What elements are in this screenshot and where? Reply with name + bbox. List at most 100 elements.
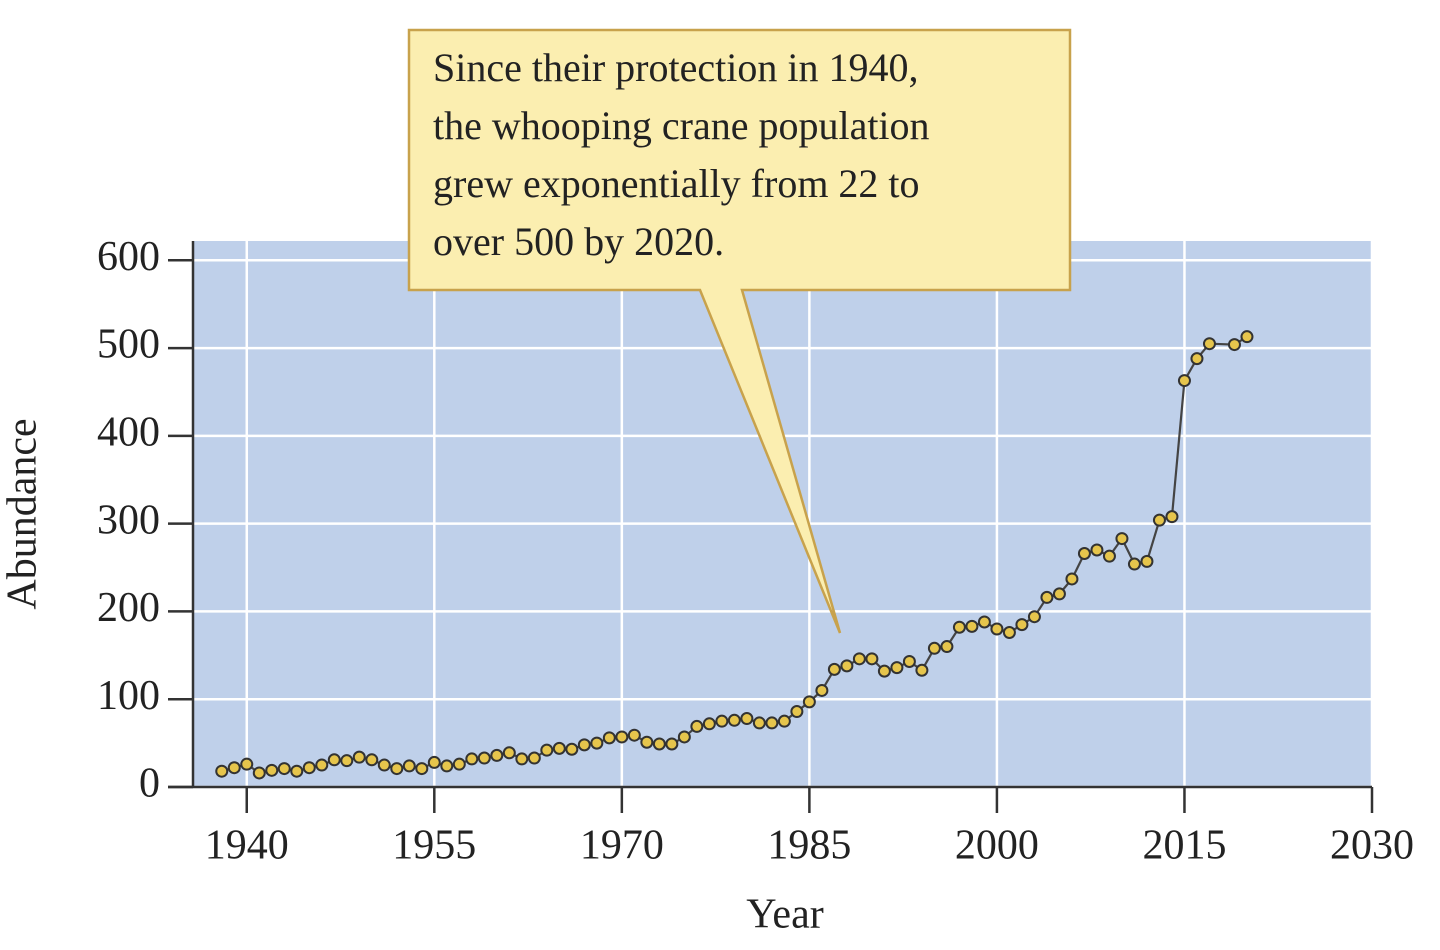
- x-tick-label: 1940: [205, 823, 289, 869]
- data-point: [415, 762, 429, 776]
- data-point: [765, 716, 779, 730]
- data-point: [790, 705, 804, 719]
- data-point: [452, 757, 466, 771]
- data-point: [890, 661, 904, 675]
- data-point: [1077, 547, 1091, 561]
- data-point: [815, 683, 829, 697]
- data-point: [365, 753, 379, 767]
- data-point: [352, 750, 366, 764]
- data-point: [927, 641, 941, 655]
- data-point: [540, 743, 554, 757]
- data-point: [977, 615, 991, 629]
- data-point: [377, 758, 391, 772]
- data-point: [652, 737, 666, 751]
- annotation-line: the whooping crane population: [433, 103, 930, 148]
- annotation-line: grew exponentially from 22 to: [433, 161, 920, 206]
- x-tick-label: 1985: [767, 823, 851, 869]
- data-point: [265, 763, 279, 777]
- annotation-line: over 500 by 2020.: [433, 219, 724, 264]
- data-point: [1177, 374, 1191, 388]
- data-point: [677, 730, 691, 744]
- data-point: [240, 757, 254, 771]
- data-point: [1090, 543, 1104, 557]
- data-point: [427, 755, 441, 769]
- data-point: [302, 761, 316, 775]
- data-point: [502, 746, 516, 760]
- y-tick-label: 0: [139, 761, 160, 807]
- data-point: [952, 620, 966, 634]
- data-point: [227, 761, 241, 775]
- plot-area: [193, 241, 1372, 787]
- data-point: [327, 753, 341, 767]
- y-tick-label: 200: [97, 585, 160, 631]
- data-point: [1102, 549, 1116, 563]
- annotation-line: Since their protection in 1940,: [433, 45, 918, 90]
- data-point: [1052, 587, 1066, 601]
- data-point: [1190, 352, 1204, 366]
- data-point: [665, 737, 679, 751]
- data-point: [590, 736, 604, 750]
- x-tick-label: 2015: [1142, 823, 1226, 869]
- data-point: [627, 728, 641, 742]
- data-point: [640, 735, 654, 749]
- x-tick-label: 1955: [392, 823, 476, 869]
- data-point: [1227, 338, 1241, 352]
- y-tick-label: 400: [97, 410, 160, 456]
- data-point: [1040, 590, 1054, 604]
- data-point: [1027, 610, 1041, 624]
- data-point: [840, 659, 854, 673]
- data-point: [802, 695, 816, 709]
- data-point: [315, 758, 329, 772]
- y-axis-label: Abundance: [0, 418, 46, 609]
- data-point: [1127, 557, 1141, 571]
- data-point: [577, 738, 591, 752]
- y-tick-label: 500: [97, 322, 160, 368]
- data-point: [390, 762, 404, 776]
- x-tick-label: 1970: [580, 823, 664, 869]
- data-point: [277, 762, 291, 776]
- data-point: [602, 731, 616, 745]
- data-point: [1152, 513, 1166, 527]
- data-point: [715, 714, 729, 728]
- data-point: [702, 717, 716, 731]
- data-point: [852, 652, 866, 666]
- data-point: [1202, 337, 1216, 351]
- data-point: [1002, 626, 1016, 640]
- callout: [407, 28, 1072, 634]
- y-tick-label: 300: [97, 497, 160, 543]
- data-point: [990, 622, 1004, 636]
- data-point: [740, 712, 754, 726]
- data-point: [940, 640, 954, 654]
- data-point: [965, 619, 979, 633]
- data-point: [902, 654, 916, 668]
- data-point: [915, 663, 929, 677]
- data-point: [465, 752, 479, 766]
- data-point: [615, 730, 629, 744]
- data-point: [402, 759, 416, 773]
- data-point: [877, 664, 891, 678]
- data-point: [1115, 532, 1129, 546]
- data-point: [252, 766, 266, 780]
- data-point: [340, 754, 354, 768]
- data-point: [1065, 572, 1079, 586]
- data-point: [215, 764, 229, 778]
- y-tick-label: 600: [97, 234, 160, 280]
- data-point: [477, 751, 491, 765]
- data-point: [515, 752, 529, 766]
- data-point: [777, 714, 791, 728]
- data-point: [1015, 618, 1029, 632]
- data-point: [827, 662, 841, 676]
- y-tick-label: 100: [97, 673, 160, 719]
- x-axis-label: Year: [746, 892, 823, 938]
- data-point: [290, 764, 304, 778]
- data-point: [690, 719, 704, 733]
- data-point: [527, 751, 541, 765]
- data-point: [1165, 510, 1179, 524]
- data-point: [490, 748, 504, 762]
- data-point: [1240, 330, 1254, 344]
- data-point: [865, 652, 879, 666]
- data-point: [1140, 554, 1154, 568]
- x-tick-label: 2000: [955, 823, 1039, 869]
- data-point: [552, 741, 566, 755]
